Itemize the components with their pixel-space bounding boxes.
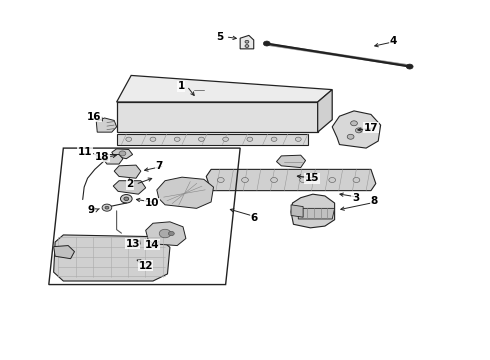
Circle shape [295,137,301,141]
Text: 15: 15 [305,173,319,183]
Text: 11: 11 [78,147,93,157]
Polygon shape [113,181,146,194]
Text: 16: 16 [87,112,101,122]
Circle shape [271,137,277,141]
Circle shape [119,151,126,156]
Circle shape [270,177,277,183]
Circle shape [245,45,249,48]
Polygon shape [291,205,303,217]
Text: 9: 9 [87,205,95,215]
Text: 5: 5 [216,32,223,42]
Text: 6: 6 [250,213,257,223]
Polygon shape [114,165,141,178]
Text: 2: 2 [126,179,133,189]
Polygon shape [318,90,332,132]
Circle shape [355,128,362,133]
Polygon shape [291,194,335,228]
Text: 14: 14 [145,239,159,249]
Polygon shape [157,177,214,208]
Circle shape [351,121,357,126]
Circle shape [150,137,156,141]
Text: 8: 8 [370,196,377,206]
Circle shape [242,177,248,183]
Polygon shape [103,154,123,164]
Circle shape [247,137,253,141]
Circle shape [353,177,360,183]
Circle shape [245,40,249,43]
Polygon shape [96,118,117,132]
Circle shape [347,134,354,139]
Text: 3: 3 [352,193,359,203]
Circle shape [103,158,108,161]
Text: 1: 1 [177,81,185,91]
Polygon shape [117,102,318,132]
Circle shape [218,177,224,183]
Polygon shape [146,222,186,246]
Circle shape [124,197,129,201]
Circle shape [223,137,228,141]
Text: 4: 4 [389,36,396,46]
Text: 7: 7 [155,161,163,171]
Polygon shape [206,169,376,191]
Circle shape [329,177,336,183]
Polygon shape [53,246,74,259]
Circle shape [102,204,112,211]
Text: 12: 12 [139,261,153,271]
Polygon shape [332,111,381,148]
Circle shape [121,194,132,203]
Circle shape [159,229,171,238]
Circle shape [264,41,270,46]
Text: 13: 13 [125,239,140,249]
Circle shape [126,137,132,141]
Polygon shape [240,35,254,49]
Polygon shape [112,149,133,159]
Circle shape [105,206,109,209]
Polygon shape [117,134,308,145]
Circle shape [198,137,204,141]
Text: 17: 17 [364,122,378,132]
Circle shape [174,137,180,141]
Polygon shape [117,76,332,102]
Polygon shape [53,235,170,281]
Polygon shape [298,208,335,219]
Circle shape [169,231,174,236]
Circle shape [406,64,413,69]
Text: 10: 10 [145,198,159,208]
Polygon shape [276,155,306,168]
Circle shape [300,177,307,183]
Text: 18: 18 [95,152,109,162]
